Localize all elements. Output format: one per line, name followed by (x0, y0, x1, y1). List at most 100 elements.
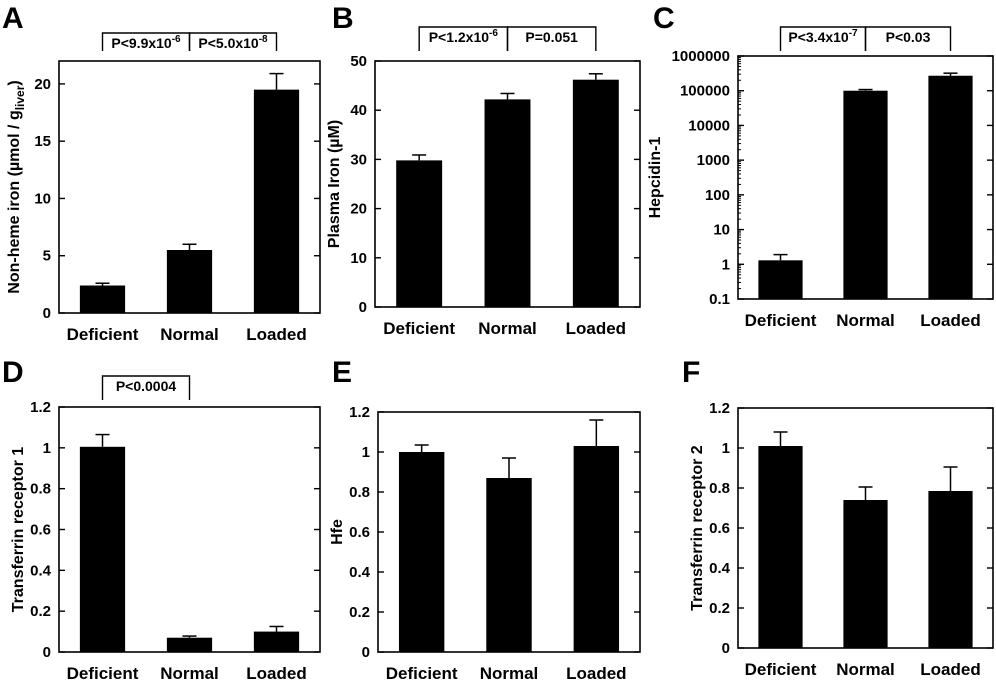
y-tick-label: 0.6 (30, 522, 51, 539)
y-axis-label-sub: liver (13, 85, 27, 110)
p-value-label: P<0.03 (886, 29, 931, 45)
y-tick-label: 0.2 (709, 600, 730, 617)
p-value-label: P<0.0004 (116, 378, 177, 394)
p-value-label: P=0.051 (525, 29, 578, 45)
bar-normal (166, 637, 213, 652)
category-label: Loaded (566, 664, 626, 682)
p-value-label: P<9.9x10-6 (111, 34, 181, 51)
y-axis-label-end: ) (6, 80, 23, 85)
category-label: Normal (160, 325, 219, 344)
category-label: Deficient (745, 660, 817, 679)
y-axis-label: Hepcidin-1 (647, 137, 664, 219)
p-value-label: P<3.4x10-7 (788, 28, 858, 45)
y-tick-label: 0 (722, 640, 730, 657)
bar-normal (484, 99, 531, 307)
category-label: Normal (836, 311, 895, 330)
y-tick-label: 100000 (680, 83, 730, 100)
y-tick-label: 0.4 (709, 560, 731, 577)
panel-e: E 0 0.2 0.4 0.6 0.8 1 1.2 Hfe Deficient Normal Load… (329, 356, 641, 682)
category-label: Loaded (566, 319, 626, 338)
bar-normal (843, 90, 888, 299)
panel-letter-f: F (682, 356, 700, 389)
y-tick-label: 1.2 (30, 399, 51, 416)
bar-loaded (253, 89, 300, 314)
panel-c: C 0.1 1 10 100 1000 10000 100000 1000000 Hepcidin… (647, 2, 994, 330)
y-tick-label: 0.1 (709, 291, 730, 308)
bar-deficient (758, 260, 803, 299)
y-tick-label: 100 (705, 187, 730, 204)
y-axis-label: Non-heme iron (µmol / gliver) (6, 80, 27, 293)
bar-normal (486, 478, 532, 652)
bar-deficient (396, 160, 443, 307)
bar-loaded (573, 446, 620, 652)
y-tick-label: 20 (350, 201, 367, 218)
significance-bracket (188, 32, 278, 51)
p-value-label: P<1.2x10-6 (429, 28, 499, 45)
bar-deficient (79, 446, 126, 652)
y-tick-label: 0 (43, 644, 51, 661)
y-tick-label: 0 (43, 305, 51, 322)
panel-letter-d: D (2, 356, 24, 389)
y-axis-label: Transferrin receptor 2 (689, 445, 706, 611)
panel-b: B 0 10 20 30 40 50 Plasma Iron (µM) Deficient Nor… (326, 2, 641, 338)
y-tick-label: 1000000 (672, 48, 730, 65)
category-label: Loaded (246, 664, 306, 682)
category-label: Deficient (383, 319, 455, 338)
bar-deficient (758, 446, 803, 648)
y-tick-label: 1 (362, 444, 370, 461)
bar-deficient (79, 285, 126, 313)
y-tick-label: 0.6 (709, 520, 730, 537)
y-tick-label: 1 (43, 440, 51, 457)
bar-loaded (928, 75, 973, 299)
category-label: Deficient (67, 664, 139, 682)
y-tick-label: 1 (722, 256, 730, 273)
y-tick-label: 1000 (697, 152, 730, 169)
y-tick-label: 10000 (688, 117, 730, 134)
y-tick-label: 10 (34, 190, 51, 207)
y-tick-label: 0.6 (349, 524, 370, 541)
y-tick-label: 10 (350, 250, 367, 267)
significance-bracket (506, 26, 597, 51)
y-tick-label: 0.2 (349, 604, 370, 621)
y-tick-label: 0.8 (349, 484, 370, 501)
category-label: Deficient (386, 664, 458, 682)
y-tick-label: 0 (362, 644, 370, 661)
bar-normal (843, 500, 888, 648)
bar-deficient (398, 452, 445, 652)
panel-letter-e: E (332, 356, 352, 389)
category-label: Normal (836, 660, 895, 679)
panel-letter-a: A (2, 2, 24, 35)
significance-bracket (101, 375, 191, 400)
y-axis-label: Transferrin receptor 1 (10, 447, 27, 613)
y-tick-label: 30 (350, 151, 367, 168)
p-value-label: P<5.0x10-8 (198, 34, 268, 51)
y-tick-label: 0.4 (30, 562, 52, 579)
y-tick-label: 1 (722, 440, 730, 457)
panel-d: D 0 0.2 0.4 0.6 0.8 1 1.2 Transferrin receptor 1… (2, 356, 321, 682)
category-label: Loaded (920, 660, 980, 679)
bar-loaded (253, 631, 300, 652)
y-tick-label: 50 (350, 53, 367, 70)
bar-loaded (572, 79, 619, 307)
panel-a: A 0 5 10 15 20 Non-heme iron (µmol / gliver) De… (2, 2, 321, 344)
y-tick-label: 1.2 (709, 400, 730, 417)
y-tick-label: 5 (43, 248, 51, 265)
category-label: Normal (478, 319, 537, 338)
panel-letter-c: C (653, 2, 675, 35)
y-tick-label: 0.4 (349, 564, 371, 581)
y-tick-label: 20 (34, 76, 51, 93)
category-label: Normal (480, 664, 539, 682)
y-tick-label: 0.8 (709, 480, 730, 497)
category-label: Deficient (67, 325, 139, 344)
y-tick-label: 0.2 (30, 603, 51, 620)
y-tick-label: 40 (350, 102, 367, 119)
y-tick-label: 1.2 (349, 404, 370, 421)
panel-letter-b: B (332, 2, 354, 35)
y-tick-label: 15 (34, 133, 51, 150)
bar-loaded (928, 491, 973, 648)
significance-bracket (864, 26, 952, 51)
category-label: Deficient (745, 311, 817, 330)
category-label: Loaded (246, 325, 306, 344)
bar-normal (166, 250, 213, 313)
